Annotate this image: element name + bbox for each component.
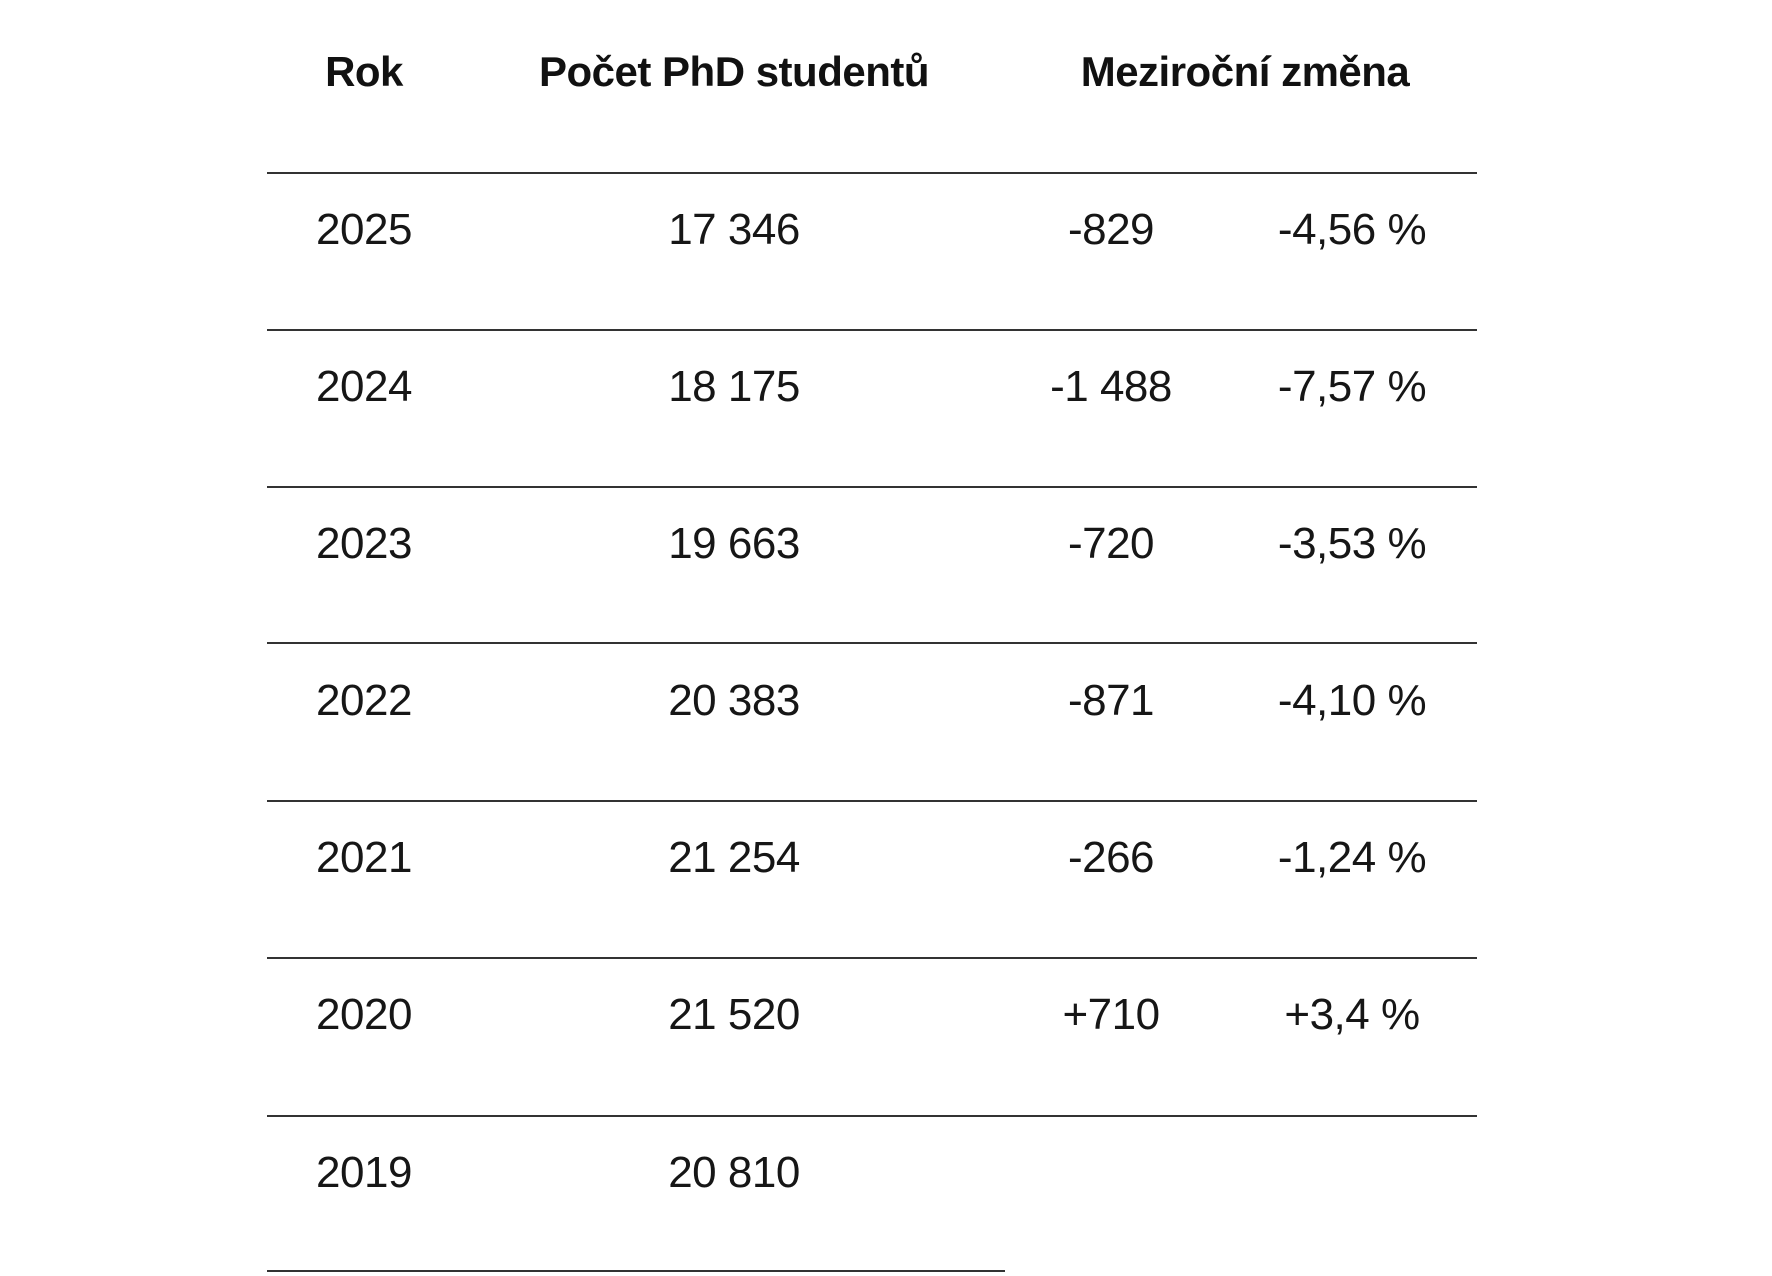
cell-year: 2024 <box>316 362 412 411</box>
row-divider <box>267 800 1477 802</box>
row-divider <box>267 957 1477 959</box>
cell-change-pct: -7,57 % <box>1277 362 1427 411</box>
header-divider <box>267 172 1477 174</box>
cell-year: 2023 <box>316 519 412 568</box>
cell-count: 21 254 <box>668 833 800 882</box>
cell-year: 2022 <box>316 676 412 725</box>
row-divider <box>267 329 1477 331</box>
cell-year: 2025 <box>316 205 412 254</box>
cell-count: 19 663 <box>668 519 800 568</box>
cell-count: 17 346 <box>668 205 800 254</box>
cell-change-pct: -4,56 % <box>1277 205 1427 254</box>
cell-count: 18 175 <box>668 362 800 411</box>
cell-change-abs: -266 <box>1067 833 1155 882</box>
header-change: Meziroční změna <box>1080 48 1410 95</box>
cell-count: 21 520 <box>668 990 800 1039</box>
cell-change-abs: -829 <box>1067 205 1155 254</box>
cell-year: 2020 <box>316 990 412 1039</box>
cell-change-pct: -1,24 % <box>1277 833 1427 882</box>
cell-change-abs: -871 <box>1067 676 1155 725</box>
cell-count: 20 810 <box>668 1148 800 1197</box>
cell-change-pct: -3,53 % <box>1277 519 1427 568</box>
table-bottom-rule <box>267 1270 1005 1272</box>
cell-change-pct: -4,10 % <box>1277 676 1427 725</box>
row-divider <box>267 1115 1477 1117</box>
row-divider <box>267 642 1477 644</box>
cell-count: 20 383 <box>668 676 800 725</box>
cell-change-pct: +3,4 % <box>1284 990 1420 1039</box>
header-count: Počet PhD studentů <box>538 48 930 95</box>
cell-change-abs: +710 <box>1062 990 1160 1039</box>
cell-year: 2021 <box>316 833 412 882</box>
cell-year: 2019 <box>316 1148 412 1197</box>
row-divider <box>267 486 1477 488</box>
header-year: Rok <box>325 48 403 95</box>
cell-change-abs: -720 <box>1067 519 1155 568</box>
cell-change-abs: -1 488 <box>1050 362 1172 411</box>
